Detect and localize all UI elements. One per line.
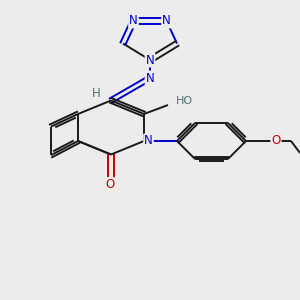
- Text: HO: HO: [176, 96, 193, 106]
- Text: O: O: [105, 178, 114, 191]
- Text: N: N: [162, 14, 171, 28]
- Text: N: N: [144, 134, 153, 148]
- Text: H: H: [92, 87, 100, 101]
- Text: O: O: [272, 134, 280, 148]
- Text: N: N: [146, 71, 154, 85]
- Text: N: N: [146, 53, 154, 67]
- Text: N: N: [129, 14, 138, 28]
